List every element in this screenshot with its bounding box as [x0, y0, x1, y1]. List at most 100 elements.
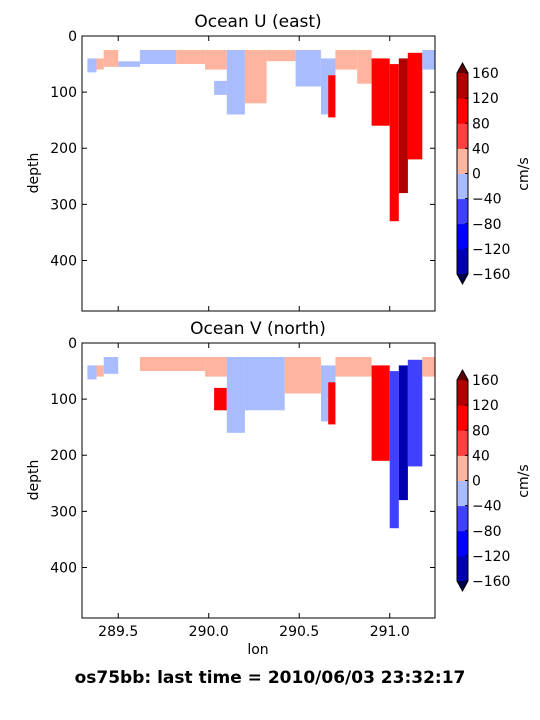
heatmap-cell	[205, 50, 227, 70]
colorbar-tick-label: 160	[472, 373, 499, 389]
panel-ocean-v: Ocean V (north) depth 289.5 290.0 290.5 291…	[26, 319, 436, 658]
heatmap-cell	[226, 357, 245, 433]
colorbar-band	[457, 73, 468, 99]
colorbar-min-extension	[457, 581, 468, 591]
colorbar-tick-label: −120	[472, 549, 510, 565]
colorbar-tick-label: 120	[472, 398, 499, 414]
heatmap-cell	[103, 357, 119, 374]
heatmap-cell	[389, 64, 399, 222]
y-tick-label: 300	[50, 504, 77, 520]
colorbar-label-bottom: cm/s	[516, 464, 532, 497]
heatmap-cell	[328, 75, 336, 118]
x-tick-label: 289.5	[98, 624, 138, 640]
heatmap-cell	[87, 58, 97, 73]
heatmap-cells-v	[87, 357, 435, 529]
y-tick-label: 200	[50, 141, 77, 157]
x-tick-label: 290.0	[189, 624, 229, 640]
y-axis-label-top: depth	[26, 153, 42, 194]
heatmap-cell	[328, 382, 336, 425]
y-tick-label: 400	[50, 253, 77, 269]
heatmap-cell	[87, 365, 97, 380]
heatmap-cell	[214, 387, 227, 411]
heatmap-cell	[226, 50, 245, 115]
heatmap-cell	[118, 61, 140, 67]
colorbar-tick-label: −80	[472, 217, 502, 233]
colorbar-tick-label: 40	[472, 448, 490, 464]
y-tick-label: 0	[68, 336, 77, 352]
heatmap-cell	[389, 371, 399, 529]
colorbar-band	[457, 555, 468, 582]
y-tick-label: 100	[50, 392, 77, 408]
colorbar-band	[457, 480, 468, 507]
heatmap-cell	[371, 365, 390, 461]
x-tick-label: 291.0	[370, 624, 410, 640]
heatmap-cell	[205, 357, 227, 377]
colorbar-max-extension	[457, 370, 468, 380]
colorbar-tick-label: 160	[472, 66, 499, 82]
heatmap-cell	[407, 359, 423, 467]
heatmap-cell	[422, 50, 435, 70]
plot-frame-top	[81, 35, 436, 312]
figure-suptitle: os75bb: last time = 2010/06/03 23:32:17	[75, 668, 466, 688]
colorbar-tick-label: 80	[472, 116, 490, 132]
y-tick-label: 300	[50, 197, 77, 213]
colorbar-band	[457, 455, 468, 481]
colorbar-top: −160 −120 −80 −40 0 40 80 120 160	[456, 61, 510, 286]
heatmap-cell	[371, 58, 390, 126]
colorbar-band	[457, 148, 468, 174]
y-tick-label: 200	[50, 448, 77, 464]
colorbar-min-extension	[457, 274, 468, 284]
y-tick-label: 100	[50, 85, 77, 101]
colorbar-tick-label: 0	[472, 474, 481, 490]
colorbar-band	[457, 430, 468, 456]
heatmap-cell	[244, 357, 285, 411]
heatmap-cell	[398, 58, 408, 194]
chart-title-ocean-v: Ocean V (north)	[190, 319, 326, 339]
colorbar-tick-label: −160	[472, 267, 510, 283]
colorbar-tick-label: −40	[472, 192, 502, 208]
heatmap-cell	[244, 50, 267, 104]
heatmap-cells-u	[87, 50, 435, 222]
heatmap-cell	[284, 357, 321, 394]
colorbar-tick-label: −80	[472, 524, 502, 540]
heatmap-cell	[96, 365, 104, 377]
heatmap-cell	[139, 50, 177, 64]
colorbar-band	[457, 248, 468, 275]
colorbar-tick-label: −160	[472, 574, 510, 590]
heatmap-cell	[96, 58, 104, 70]
colorbar-tick-label: 40	[472, 141, 490, 157]
colorbar-band	[457, 123, 468, 149]
heatmap-cell	[422, 357, 435, 377]
colorbar-band	[457, 405, 468, 431]
heatmap-cell	[214, 80, 227, 95]
colorbar-label-top: cm/s	[516, 157, 532, 190]
colorbar-tick-label: 0	[472, 167, 481, 183]
colorbar-band	[457, 198, 468, 225]
axis-ticks-top: 0 100 200 300 400	[50, 29, 435, 311]
panel-ocean-u: Ocean U (east) depth 0 100 200 300 400	[26, 12, 436, 312]
x-axis-label: lon	[247, 642, 268, 658]
colorbar-band	[457, 173, 468, 200]
heatmap-cell	[103, 50, 119, 67]
heatmap-cell	[176, 50, 206, 64]
y-tick-label: 400	[50, 560, 77, 576]
colorbar-bottom: −160 −120 −80 −40 0 40 80 120 160	[456, 368, 510, 593]
y-tick-label: 0	[68, 29, 77, 45]
colorbar-band	[457, 380, 468, 406]
chart-title-ocean-u: Ocean U (east)	[194, 12, 321, 32]
colorbar-band	[457, 530, 468, 557]
plot-frame-bottom	[81, 342, 436, 619]
axis-ticks-bottom: 289.5 290.0 290.5 291.0 0 100 200 300 400	[50, 336, 435, 640]
colorbar-tick-label: −40	[472, 499, 502, 515]
colorbar-band	[457, 98, 468, 124]
heatmap-cell	[398, 365, 408, 501]
heatmap-cell	[295, 50, 321, 87]
heatmap-cell	[139, 357, 206, 371]
heatmap-cell	[357, 50, 372, 84]
heatmap-cell	[335, 50, 358, 70]
colorbar-band	[457, 223, 468, 250]
colorbar-max-extension	[457, 63, 468, 73]
heatmap-cell	[266, 50, 296, 62]
y-axis-label-bottom: depth	[26, 460, 42, 501]
